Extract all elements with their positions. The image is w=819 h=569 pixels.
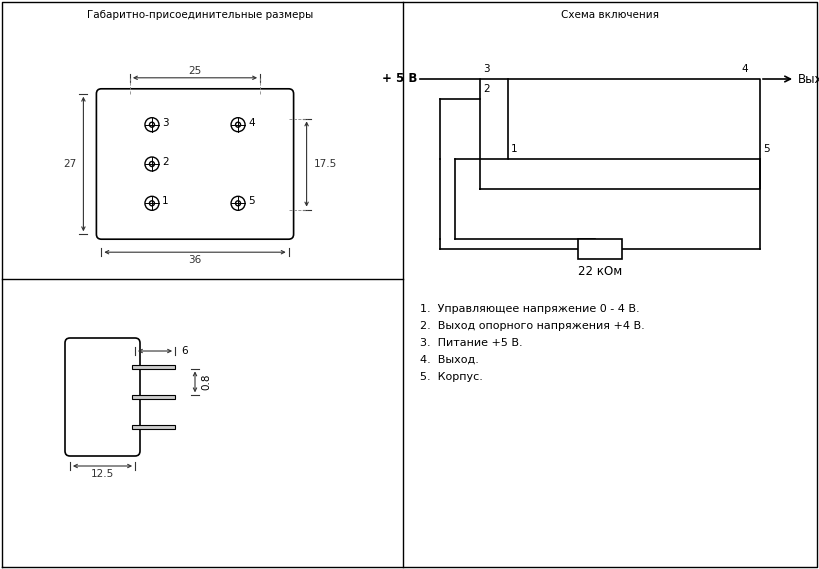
Text: 12.5: 12.5 xyxy=(91,469,114,479)
Text: 2.  Выход опорного напряжения +4 В.: 2. Выход опорного напряжения +4 В. xyxy=(420,321,645,331)
Text: 22 кОм: 22 кОм xyxy=(578,265,622,278)
Text: 4: 4 xyxy=(248,118,255,127)
Text: Схема включения: Схема включения xyxy=(561,10,659,20)
Bar xyxy=(578,239,622,259)
Text: 2: 2 xyxy=(483,84,490,94)
Text: 0.8: 0.8 xyxy=(201,374,211,390)
Text: 27: 27 xyxy=(63,159,76,169)
FancyBboxPatch shape xyxy=(65,338,140,456)
FancyBboxPatch shape xyxy=(97,89,293,239)
Bar xyxy=(132,365,175,369)
Text: 17.5: 17.5 xyxy=(314,159,337,169)
Text: 3.  Питание +5 В.: 3. Питание +5 В. xyxy=(420,338,523,348)
Text: 1: 1 xyxy=(162,196,169,207)
Text: 3: 3 xyxy=(162,118,169,127)
Text: Габаритно-присоединительные размеры: Габаритно-присоединительные размеры xyxy=(87,10,313,20)
Text: 25: 25 xyxy=(188,66,201,76)
Text: 1.  Управляющее напряжение 0 - 4 В.: 1. Управляющее напряжение 0 - 4 В. xyxy=(420,304,640,314)
Text: 36: 36 xyxy=(188,255,201,265)
Bar xyxy=(132,395,175,399)
Text: 4: 4 xyxy=(741,64,748,74)
Text: 6: 6 xyxy=(181,346,188,356)
Text: 5: 5 xyxy=(763,144,770,154)
Text: 2: 2 xyxy=(162,157,169,167)
Text: 5.  Корпус.: 5. Корпус. xyxy=(420,372,483,382)
Text: + 5 В: + 5 В xyxy=(382,72,417,85)
Text: 3: 3 xyxy=(483,64,490,74)
Text: 5: 5 xyxy=(248,196,255,207)
Text: Выход: Выход xyxy=(798,72,819,85)
Text: 1: 1 xyxy=(511,144,518,154)
Text: 4.  Выход.: 4. Выход. xyxy=(420,355,479,365)
FancyBboxPatch shape xyxy=(133,366,207,454)
Bar xyxy=(132,426,175,429)
